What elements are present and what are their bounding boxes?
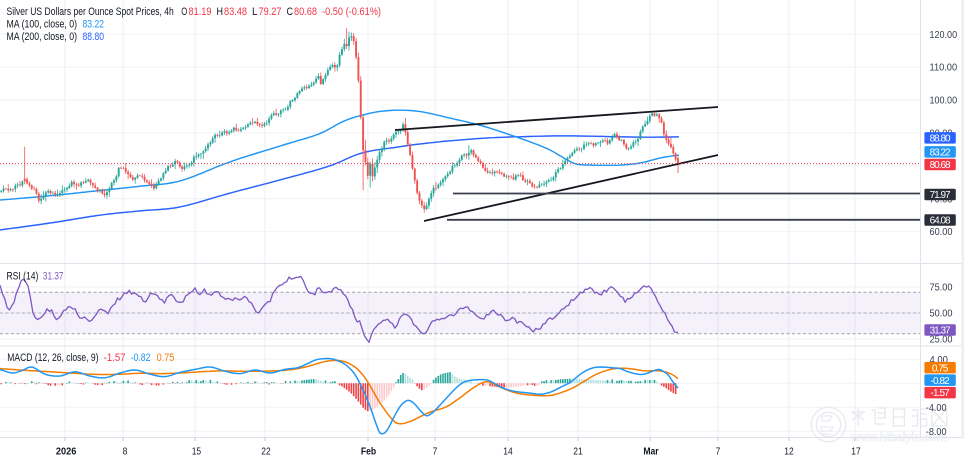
svg-text:MA (100, close, 0): MA (100, close, 0): [7, 18, 78, 30]
svg-text:H: H: [217, 6, 224, 18]
svg-text:7: 7: [433, 446, 438, 458]
svg-text:7: 7: [716, 446, 721, 458]
svg-text:Feb: Feb: [361, 446, 376, 458]
svg-text:110.00: 110.00: [930, 62, 958, 74]
svg-text:83.48: 83.48: [224, 6, 247, 18]
svg-text:0.75: 0.75: [157, 352, 175, 364]
svg-text:-4.00: -4.00: [926, 402, 947, 414]
svg-text:-1.57: -1.57: [931, 388, 951, 399]
svg-text:83.22: 83.22: [930, 147, 951, 158]
svg-text:81.19: 81.19: [189, 6, 212, 18]
svg-text:2026: 2026: [56, 446, 77, 458]
svg-text:60.00: 60.00: [930, 226, 953, 238]
svg-text:-8.00: -8.00: [926, 426, 947, 438]
svg-text:71.97: 71.97: [930, 190, 951, 201]
svg-text:79.27: 79.27: [259, 6, 282, 18]
svg-text:RSI (14): RSI (14): [7, 271, 39, 283]
svg-text:88.80: 88.80: [83, 31, 105, 43]
svg-text:88.80: 88.80: [930, 133, 951, 144]
svg-text:80.68: 80.68: [930, 160, 951, 171]
svg-text:64.08: 64.08: [930, 216, 951, 227]
svg-text:8: 8: [123, 446, 128, 458]
svg-text:80.68: 80.68: [294, 6, 317, 18]
svg-text:L: L: [252, 6, 258, 18]
svg-text:17: 17: [851, 446, 861, 458]
svg-text:83.22: 83.22: [83, 18, 105, 30]
svg-text:-0.50 (-0.61%): -0.50 (-0.61%): [322, 6, 381, 18]
svg-text:31.37: 31.37: [43, 271, 64, 283]
svg-text:MA (200, close, 0): MA (200, close, 0): [7, 31, 78, 43]
svg-text:14: 14: [503, 446, 513, 458]
svg-text:-1.57: -1.57: [104, 352, 126, 364]
svg-text:22: 22: [261, 446, 271, 458]
svg-text:31.37: 31.37: [930, 326, 951, 337]
svg-text:MACD (12, 26, close, 9): MACD (12, 26, close, 9): [7, 352, 98, 364]
svg-text:-0.82: -0.82: [931, 376, 951, 387]
svg-text:21: 21: [573, 446, 583, 458]
svg-text:120.00: 120.00: [930, 29, 958, 41]
svg-text:O: O: [181, 6, 187, 18]
svg-text:100.00: 100.00: [930, 95, 958, 107]
svg-text:0.75: 0.75: [932, 363, 949, 374]
svg-text:12: 12: [784, 446, 794, 458]
svg-text:C: C: [287, 6, 294, 18]
svg-text:50.00: 50.00: [930, 308, 953, 320]
svg-text:Mar: Mar: [643, 446, 658, 458]
svg-text:15: 15: [192, 446, 202, 458]
svg-text:-0.82: -0.82: [131, 352, 151, 364]
svg-text:75.00: 75.00: [930, 282, 953, 294]
svg-text:Silver US Dollars per Ounce Sp: Silver US Dollars per Ounce Spot Prices,…: [7, 6, 174, 18]
